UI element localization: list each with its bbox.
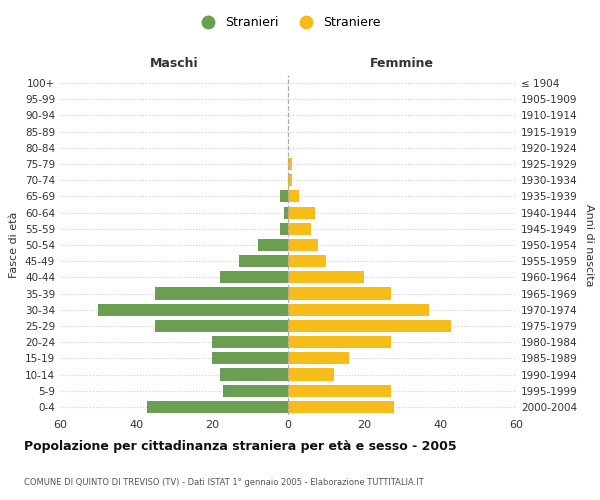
Bar: [288, 158, 292, 170]
Bar: [284, 206, 288, 218]
Bar: [288, 255, 326, 268]
Bar: [288, 174, 292, 186]
Legend: Stranieri, Straniere: Stranieri, Straniere: [190, 11, 386, 34]
Bar: [280, 190, 288, 202]
Bar: [212, 352, 288, 364]
Bar: [288, 272, 364, 283]
Bar: [239, 255, 288, 268]
Bar: [212, 336, 288, 348]
Bar: [288, 336, 391, 348]
Bar: [288, 206, 314, 218]
Bar: [288, 304, 428, 316]
Text: Femmine: Femmine: [370, 57, 434, 70]
Bar: [257, 239, 288, 251]
Bar: [288, 239, 319, 251]
Text: Maschi: Maschi: [149, 57, 199, 70]
Y-axis label: Fasce di età: Fasce di età: [10, 212, 19, 278]
Text: Popolazione per cittadinanza straniera per età e sesso - 2005: Popolazione per cittadinanza straniera p…: [24, 440, 457, 453]
Text: COMUNE DI QUINTO DI TREVISO (TV) - Dati ISTAT 1° gennaio 2005 - Elaborazione TUT: COMUNE DI QUINTO DI TREVISO (TV) - Dati …: [24, 478, 424, 487]
Bar: [288, 352, 349, 364]
Bar: [288, 368, 334, 380]
Bar: [288, 190, 299, 202]
Bar: [288, 288, 391, 300]
Bar: [288, 320, 451, 332]
Y-axis label: Anni di nascita: Anni di nascita: [584, 204, 594, 286]
Bar: [220, 272, 288, 283]
Bar: [155, 320, 288, 332]
Bar: [280, 222, 288, 235]
Bar: [288, 384, 391, 397]
Bar: [148, 401, 288, 413]
Bar: [155, 288, 288, 300]
Bar: [98, 304, 288, 316]
Bar: [223, 384, 288, 397]
Bar: [288, 401, 394, 413]
Bar: [220, 368, 288, 380]
Bar: [288, 222, 311, 235]
